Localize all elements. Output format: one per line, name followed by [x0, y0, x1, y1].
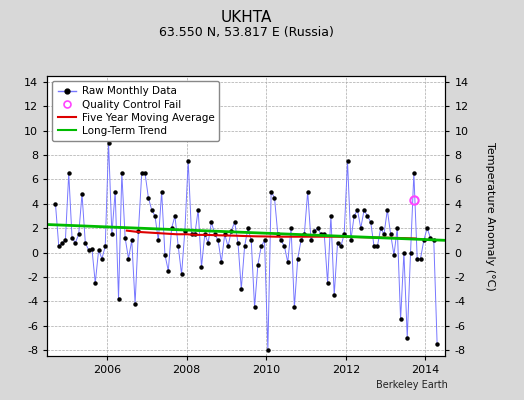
- Legend: Raw Monthly Data, Quality Control Fail, Five Year Moving Average, Long-Term Tren: Raw Monthly Data, Quality Control Fail, …: [52, 81, 220, 141]
- Text: Berkeley Earth: Berkeley Earth: [376, 380, 448, 390]
- Text: UKHTA: UKHTA: [221, 10, 272, 25]
- Text: 63.550 N, 53.817 E (Russia): 63.550 N, 53.817 E (Russia): [159, 26, 334, 39]
- Y-axis label: Temperature Anomaly (°C): Temperature Anomaly (°C): [485, 142, 495, 290]
